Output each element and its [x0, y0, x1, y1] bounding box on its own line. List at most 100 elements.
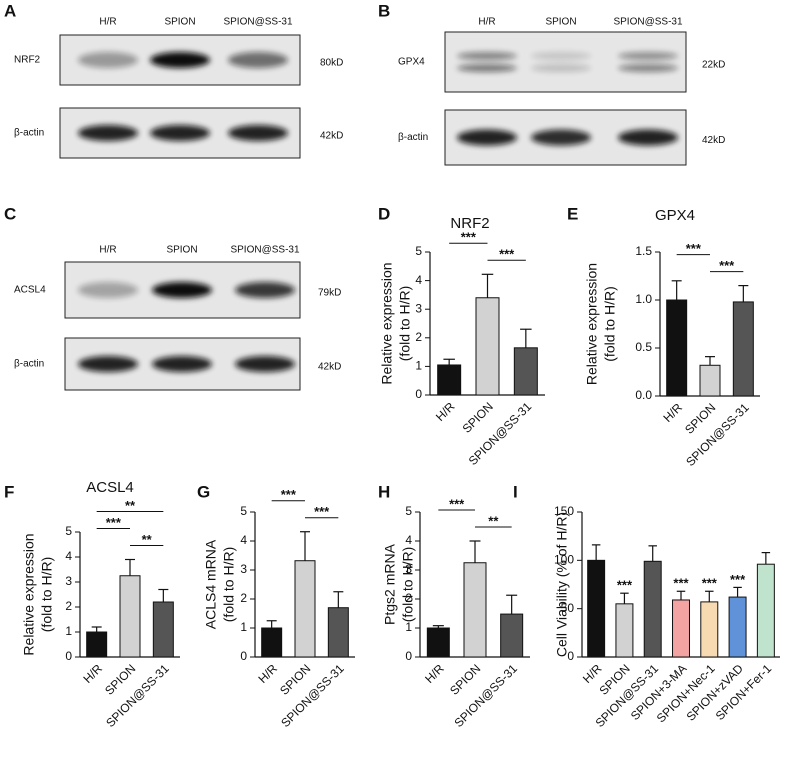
bar — [756, 563, 775, 658]
lane-label: SPION — [164, 17, 195, 28]
y-tick-label: 4 — [415, 273, 422, 287]
size-label: 42kD — [320, 131, 343, 142]
significance: *** — [730, 572, 746, 587]
panel-label: I — [513, 482, 518, 501]
y-tick-label: 100 — [554, 553, 574, 567]
bar — [700, 601, 719, 658]
y-tick-label: 0.0 — [635, 388, 652, 402]
y-axis-label: Ptgs2 mRNA — [382, 543, 398, 625]
significance: *** — [449, 496, 465, 511]
bar — [86, 631, 108, 658]
band — [531, 129, 591, 146]
band — [235, 356, 295, 372]
chart-title: GPX4 — [655, 207, 695, 224]
band — [152, 282, 212, 298]
lane-label: SPION — [545, 17, 576, 28]
significance: ** — [125, 498, 136, 513]
band — [235, 282, 295, 298]
bar — [666, 299, 688, 397]
bar — [437, 364, 462, 396]
protein-label: ACSL4 — [14, 285, 46, 296]
y-tick-label: 1.0 — [635, 292, 652, 306]
bar — [728, 596, 747, 658]
band — [531, 64, 591, 72]
protein-label: GPX4 — [398, 57, 425, 68]
y-tick-label: 3 — [405, 562, 412, 576]
lane-label: H/R — [99, 245, 116, 256]
protein-label: β-actin — [14, 128, 44, 139]
bar — [672, 599, 690, 658]
y-axis-label: (fold to H/R) — [602, 286, 618, 361]
y-tick-label: 3 — [415, 301, 422, 315]
lane-label: SPION@SS-31 — [223, 17, 293, 28]
size-label: 22kD — [702, 60, 725, 71]
bar — [475, 297, 500, 396]
y-tick-label: 4 — [240, 533, 247, 547]
protein-label: β-actin — [398, 132, 428, 143]
y-tick-label: 5 — [415, 244, 422, 258]
blot-box — [444, 31, 687, 93]
panel-label: F — [4, 482, 14, 501]
band — [618, 129, 678, 146]
bar — [426, 627, 450, 658]
y-tick-label: 3 — [65, 574, 72, 588]
panel-label: G — [197, 482, 210, 501]
band — [228, 52, 288, 68]
y-tick-label: 1 — [405, 620, 412, 634]
y-axis-label: ACLS4 mRNA — [203, 539, 219, 629]
x-tick-label: H/R — [422, 661, 447, 686]
band — [457, 64, 517, 72]
y-tick-label: 4 — [405, 533, 412, 547]
band — [228, 125, 288, 141]
significance: ** — [488, 513, 499, 528]
x-tick-label: SPION@SS-31 — [452, 661, 521, 730]
y-tick-label: 0 — [567, 649, 574, 663]
y-axis-label: (fold to H/R) — [39, 557, 55, 632]
size-label: 80kD — [320, 58, 343, 69]
panel-label: C — [4, 204, 16, 223]
lane-label: H/R — [99, 17, 116, 28]
y-tick-label: 0 — [405, 649, 412, 663]
y-axis-label: Relative expression — [584, 263, 600, 385]
y-tick-label: 50 — [561, 601, 575, 615]
significance: *** — [719, 258, 735, 273]
protein-label: β-actin — [14, 359, 44, 370]
x-tick-label: H/R — [661, 400, 686, 425]
significance: *** — [617, 578, 633, 593]
lane-label: SPION@SS-31 — [230, 245, 300, 256]
bar — [643, 560, 662, 658]
y-tick-label: 1 — [240, 620, 247, 634]
panel-label: E — [567, 204, 578, 223]
chart-title: ACSL4 — [86, 479, 134, 496]
bar — [327, 607, 349, 658]
y-tick-label: 0.5 — [635, 340, 652, 354]
y-axis-label: (fold to H/R) — [221, 547, 237, 622]
chart-title: NRF2 — [450, 215, 489, 232]
panel-label: D — [378, 204, 390, 223]
y-tick-label: 0 — [240, 649, 247, 663]
band — [78, 125, 138, 141]
significance: *** — [499, 247, 515, 262]
band — [152, 356, 212, 372]
significance: *** — [686, 241, 702, 256]
x-tick-label: H/R — [433, 399, 458, 424]
bar — [587, 559, 606, 658]
y-axis-label: Relative expression — [21, 533, 37, 655]
significance: *** — [461, 230, 477, 245]
y-tick-label: 1 — [65, 624, 72, 638]
y-tick-label: 2 — [65, 599, 72, 613]
y-tick-label: 5 — [65, 524, 72, 538]
lane-label: SPION@SS-31 — [613, 17, 683, 28]
significance: *** — [106, 515, 122, 530]
band — [618, 64, 678, 72]
significance: ** — [142, 532, 153, 547]
bar — [119, 575, 141, 658]
significance: *** — [314, 504, 330, 519]
panel-label: H — [378, 482, 390, 501]
significance: *** — [281, 487, 297, 502]
band — [618, 52, 678, 60]
significance: *** — [673, 576, 689, 591]
band — [78, 52, 138, 68]
lane-label: H/R — [478, 17, 495, 28]
